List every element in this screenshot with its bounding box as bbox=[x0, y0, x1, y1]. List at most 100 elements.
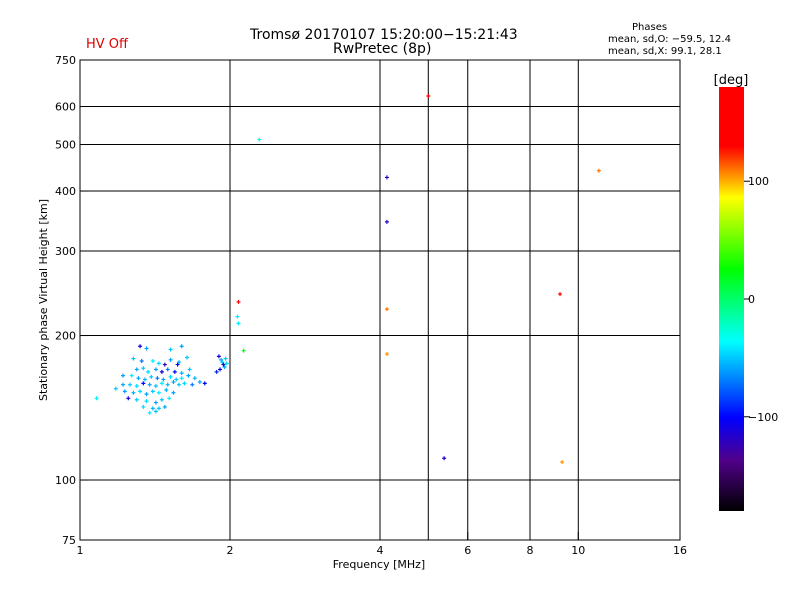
echo-point bbox=[235, 314, 240, 319]
echo-point bbox=[168, 357, 173, 362]
echo-point bbox=[121, 373, 126, 378]
echo-point bbox=[236, 321, 241, 326]
echo-point bbox=[223, 356, 228, 361]
echo-point bbox=[171, 380, 176, 385]
echo-point bbox=[185, 355, 190, 360]
echo-point bbox=[219, 357, 224, 362]
echo-point bbox=[164, 388, 169, 393]
echo-point bbox=[144, 392, 149, 397]
echo-point bbox=[384, 175, 389, 180]
echo-point bbox=[167, 396, 172, 401]
echo-point bbox=[126, 396, 131, 401]
echo-point bbox=[136, 376, 141, 381]
colorbar-label: [deg] bbox=[714, 73, 749, 88]
echo-point bbox=[174, 377, 179, 382]
echo-point bbox=[153, 409, 158, 414]
echo-point bbox=[168, 374, 173, 379]
echo-point bbox=[165, 367, 170, 372]
echo-point bbox=[131, 356, 136, 361]
echo-point bbox=[150, 389, 155, 394]
colorbar-tick-label: 100 bbox=[748, 175, 769, 188]
echo-point bbox=[176, 360, 181, 365]
echo-point bbox=[134, 397, 139, 402]
echo-point bbox=[192, 376, 197, 381]
colorbar bbox=[719, 87, 744, 511]
echo-point bbox=[153, 383, 158, 388]
echo-point bbox=[138, 389, 143, 394]
echo-point bbox=[129, 373, 134, 378]
echo-point bbox=[187, 367, 192, 372]
y-tick-label: 75 bbox=[62, 534, 76, 547]
echo-point bbox=[214, 369, 219, 374]
echo-point bbox=[156, 390, 161, 395]
x-tick-label: 4 bbox=[377, 544, 384, 557]
echo-point bbox=[442, 456, 447, 461]
echo-point bbox=[190, 382, 195, 387]
echo-point bbox=[156, 406, 161, 411]
stats-header: Phases bbox=[632, 22, 668, 33]
echo-point bbox=[122, 389, 127, 394]
echo-point bbox=[168, 347, 173, 352]
x-tick-label: 16 bbox=[673, 544, 687, 557]
echo-point bbox=[121, 382, 126, 387]
x-tick-label: 10 bbox=[571, 544, 585, 557]
echo-point bbox=[147, 410, 152, 415]
x-axis-label: Frequency [MHz] bbox=[333, 558, 425, 571]
hv-status: HV Off bbox=[86, 37, 128, 52]
x-tick-label: 2 bbox=[227, 544, 234, 557]
echo-point bbox=[179, 376, 184, 381]
x-tick-label: 1 bbox=[77, 544, 84, 557]
echo-point bbox=[161, 377, 166, 382]
echo-point bbox=[150, 359, 155, 364]
y-tick-label: 100 bbox=[55, 474, 76, 487]
y-tick-label: 600 bbox=[55, 101, 76, 114]
echo-point bbox=[153, 400, 158, 405]
echo-point bbox=[149, 374, 154, 379]
colorbar-tick-label: −100 bbox=[748, 411, 778, 424]
echo-point bbox=[141, 366, 146, 371]
echo-point bbox=[144, 399, 149, 404]
colorbar-tick-label: 0 bbox=[748, 293, 755, 306]
echo-point bbox=[186, 373, 191, 378]
echo-point bbox=[179, 344, 184, 349]
echo-point bbox=[165, 382, 170, 387]
echo-point bbox=[150, 406, 155, 411]
echo-point bbox=[153, 367, 158, 372]
stats-x-mode: mean, sd,X: 99.1, 28.1 bbox=[608, 46, 722, 57]
echo-point bbox=[138, 344, 143, 349]
chart-title: Tromsø 20170107 15:20:00−15:21:43 bbox=[250, 27, 518, 43]
echo-point bbox=[159, 381, 164, 386]
echo-point bbox=[131, 390, 136, 395]
echo-point bbox=[162, 404, 167, 409]
echo-point bbox=[162, 362, 167, 367]
echo-point bbox=[171, 390, 176, 395]
echo-point bbox=[257, 137, 262, 142]
echo-point bbox=[113, 386, 118, 391]
echo-point bbox=[146, 369, 151, 374]
echo-point bbox=[128, 382, 133, 387]
echo-point bbox=[144, 346, 149, 351]
echo-point bbox=[141, 404, 146, 409]
x-tick-label: 6 bbox=[464, 544, 471, 557]
echo-point bbox=[147, 382, 152, 387]
y-tick-label: 500 bbox=[55, 139, 76, 152]
echo-point bbox=[172, 369, 177, 374]
chart-subtitle: RwPretec (8p) bbox=[333, 41, 432, 57]
echo-point bbox=[156, 361, 161, 366]
echo-point bbox=[558, 292, 563, 297]
echo-point bbox=[176, 382, 181, 387]
y-tick-label: 300 bbox=[55, 245, 76, 258]
echo-point bbox=[179, 371, 184, 376]
echo-point bbox=[159, 397, 164, 402]
echo-point bbox=[236, 299, 241, 304]
echo-point bbox=[222, 364, 227, 369]
x-tick-label: 8 bbox=[527, 544, 534, 557]
echo-point bbox=[426, 94, 431, 99]
echo-point bbox=[182, 381, 187, 386]
echo-point bbox=[141, 381, 146, 386]
y-tick-label: 200 bbox=[55, 330, 76, 343]
echo-point bbox=[134, 383, 139, 388]
echo-point bbox=[596, 168, 601, 173]
echo-point bbox=[94, 396, 99, 401]
